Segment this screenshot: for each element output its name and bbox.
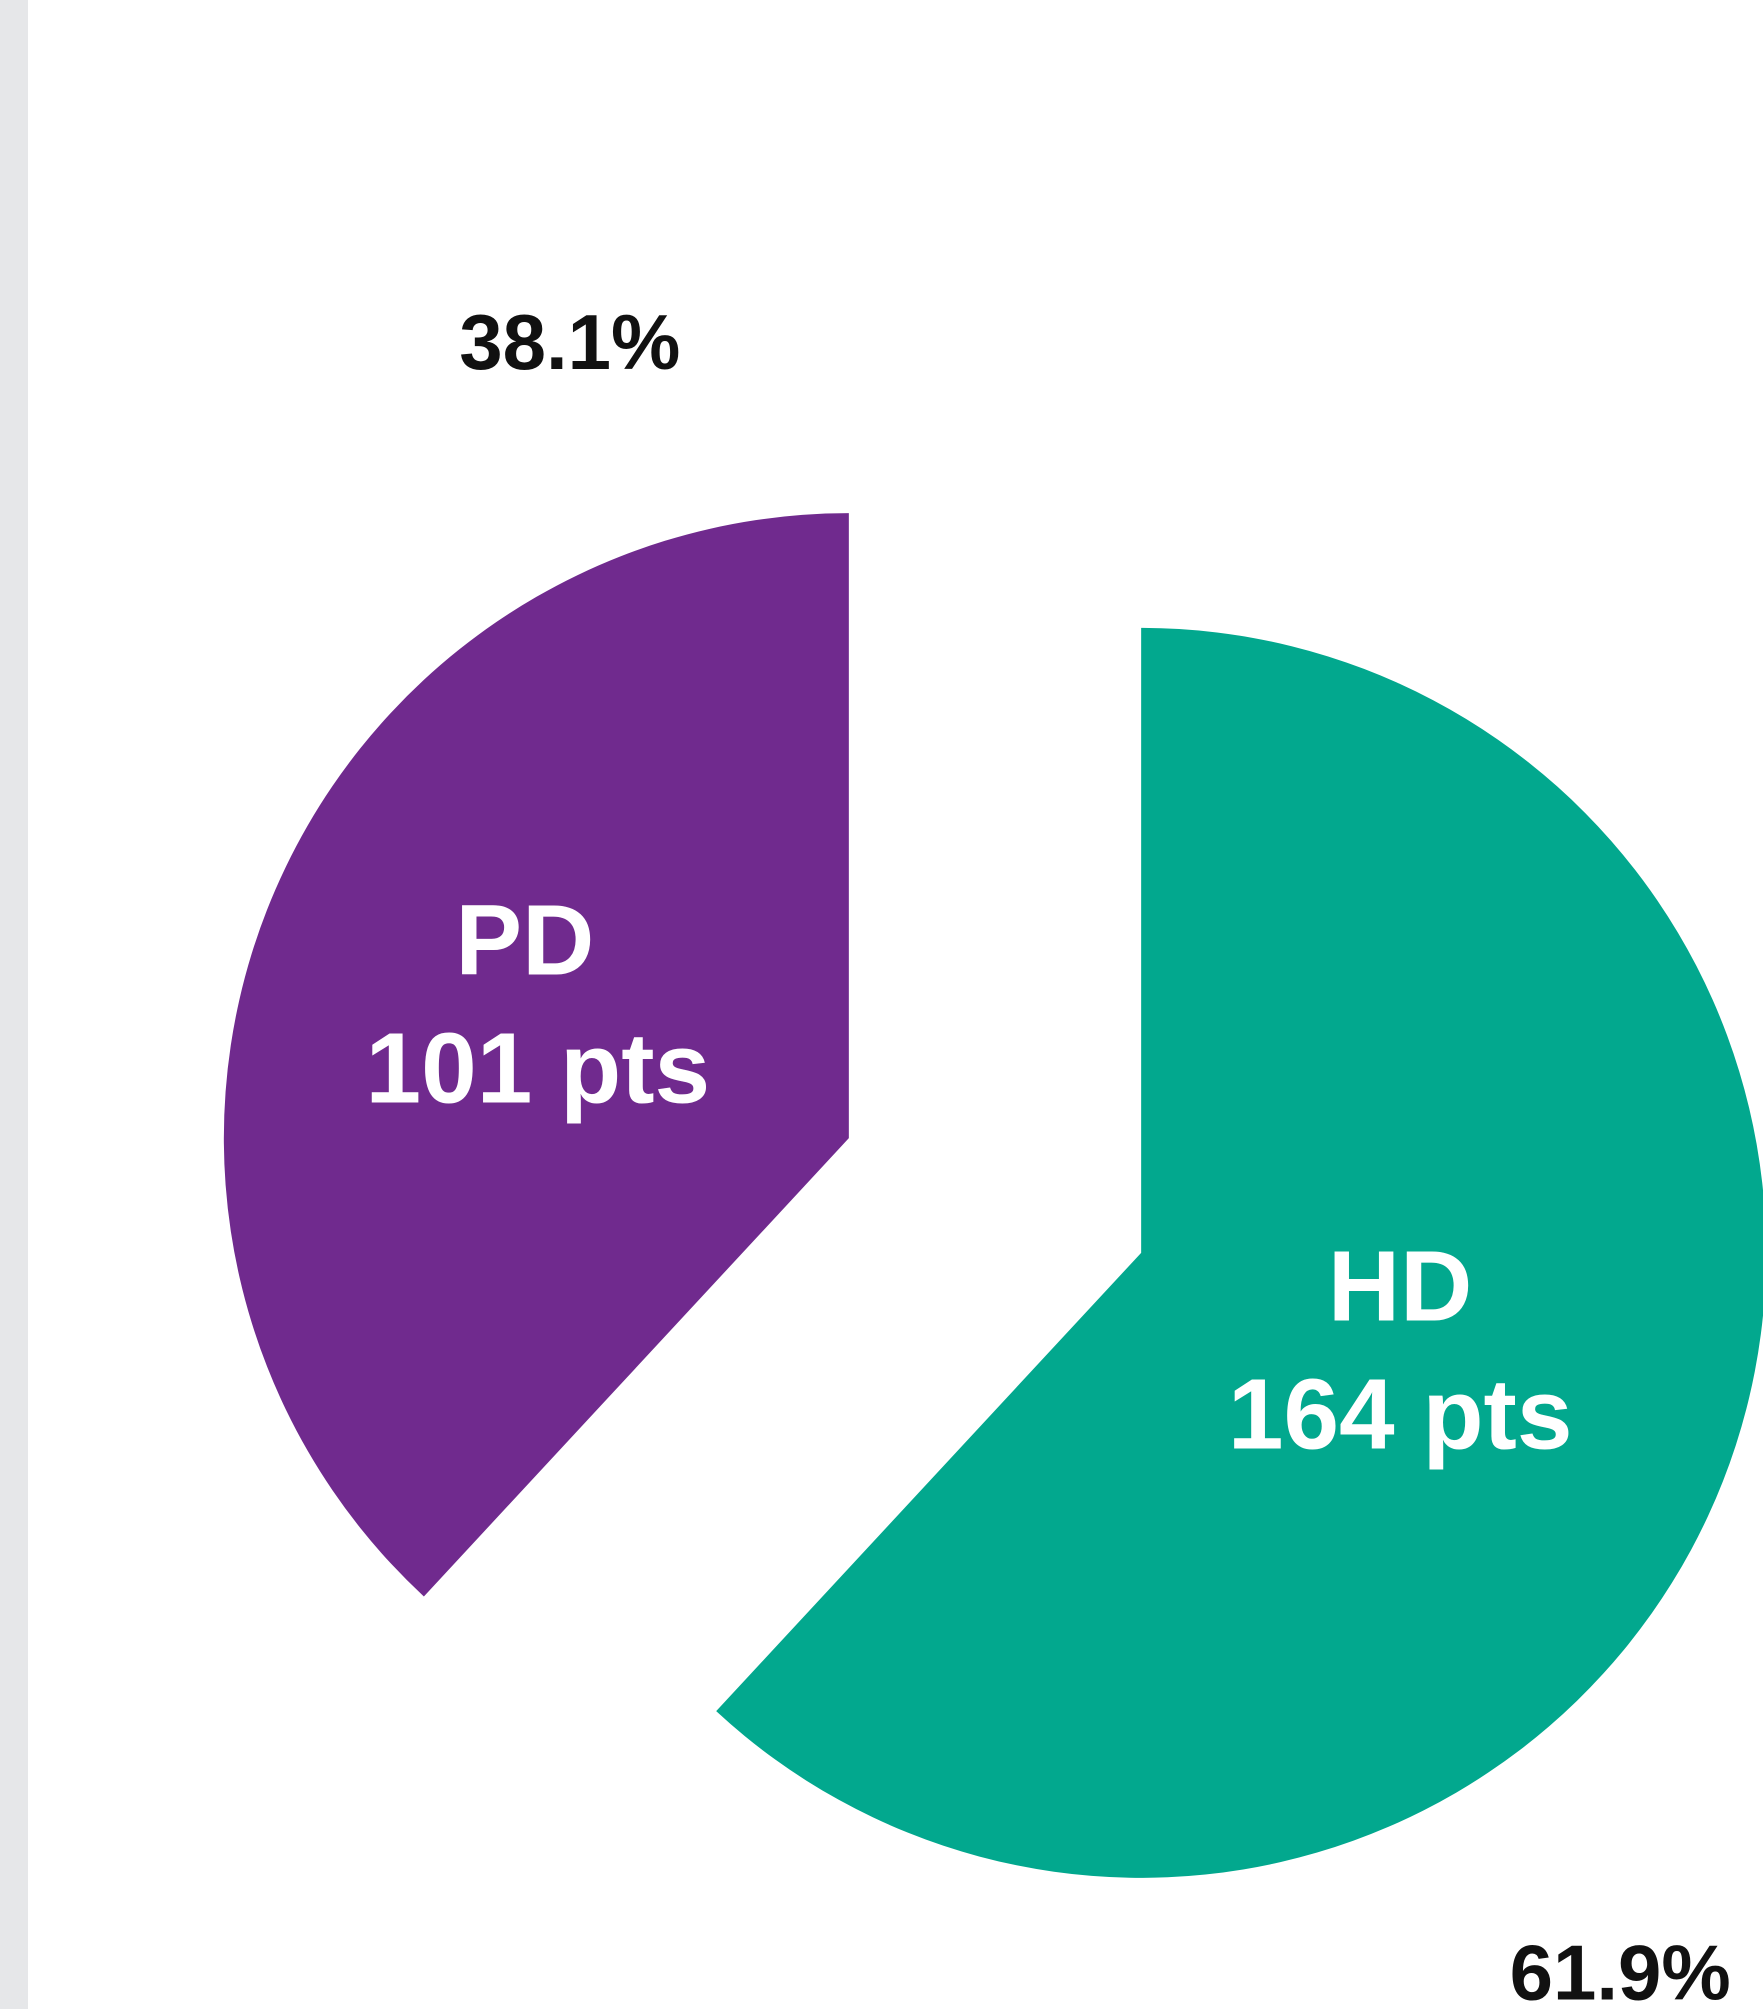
pie-slice [716,627,1763,1878]
slice-percent: 38.1% [459,298,680,386]
pie-slice [223,513,849,1597]
side-strip [0,0,28,2009]
slice-percent: 61.9% [1510,1928,1731,2009]
slice-count: 164 pts [1228,1358,1573,1470]
slice-count: 101 pts [366,1013,711,1125]
slice-label: HD [1328,1230,1472,1342]
slice-label: PD [455,885,594,997]
